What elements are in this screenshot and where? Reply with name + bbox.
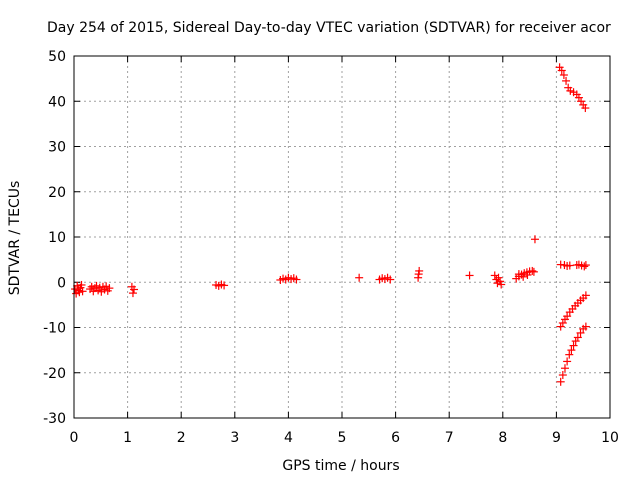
data-point <box>355 273 364 282</box>
data-point <box>465 271 474 280</box>
data-point <box>563 357 572 366</box>
x-tick-label: 3 <box>230 430 239 446</box>
y-tick-label: 30 <box>48 140 66 156</box>
x-tick-label: 2 <box>177 430 186 446</box>
data-point <box>557 66 566 75</box>
y-tick-label: 10 <box>48 230 66 246</box>
data-point <box>581 291 590 300</box>
data-point <box>292 275 301 284</box>
data-point <box>565 350 574 359</box>
data-point <box>530 235 539 244</box>
data-point <box>569 341 578 350</box>
data-point <box>571 337 580 346</box>
data-point <box>130 285 139 294</box>
grid-lines <box>74 56 610 418</box>
x-tick-label: 5 <box>338 430 347 446</box>
chart-title: Day 254 of 2015, Sidereal Day-to-day VTE… <box>47 20 611 36</box>
data-point <box>220 281 229 290</box>
data-point <box>563 312 572 321</box>
data-point <box>558 318 567 327</box>
data-point <box>565 261 574 270</box>
data-points <box>71 63 590 386</box>
data-point <box>576 328 585 337</box>
plot-frame <box>73 55 611 419</box>
data-point <box>386 275 395 284</box>
data-point <box>560 364 569 373</box>
data-point <box>105 284 114 293</box>
x-tick-label: 10 <box>601 430 619 446</box>
x-axis-title: GPS time / hours <box>282 458 399 474</box>
data-point <box>580 262 589 271</box>
y-tick-labels: -30 -20 -10 0 10 20 30 40 50 <box>43 49 66 427</box>
x-tick-label: 1 <box>123 430 132 446</box>
data-point <box>519 272 528 281</box>
y-tick-label: 50 <box>48 49 66 65</box>
data-point <box>581 322 590 331</box>
data-point <box>577 97 586 106</box>
data-point <box>559 71 568 80</box>
data-point <box>558 371 567 380</box>
data-point <box>556 377 565 386</box>
y-tick-label: -10 <box>43 321 66 337</box>
x-tick-label: 7 <box>445 430 454 446</box>
data-point <box>78 287 87 296</box>
x-tick-labels: 0 1 2 3 4 5 6 7 8 9 10 <box>70 430 619 446</box>
y-tick-label: 20 <box>48 185 66 201</box>
data-point <box>567 346 576 355</box>
y-tick-label: -20 <box>43 366 66 382</box>
data-point <box>529 267 538 276</box>
y-tick-label: -30 <box>43 411 66 427</box>
data-point <box>494 273 503 282</box>
data-point <box>528 266 537 275</box>
data-point <box>573 333 582 342</box>
x-tick-label: 4 <box>284 430 293 446</box>
y-axis-title: SDTVAR / TECUs <box>7 181 23 296</box>
data-point <box>581 261 590 270</box>
data-point <box>556 322 565 331</box>
data-point <box>128 289 137 298</box>
data-point <box>523 271 532 280</box>
data-point <box>415 266 424 275</box>
x-tick-label: 8 <box>498 430 507 446</box>
x-tick-label: 9 <box>552 430 561 446</box>
data-point <box>77 280 86 289</box>
x-tick-label: 6 <box>391 430 400 446</box>
y-tick-label: 0 <box>57 275 66 291</box>
data-point <box>562 76 571 85</box>
x-tick-label: 0 <box>70 430 79 446</box>
y-tick-label: 40 <box>48 94 66 110</box>
data-point <box>514 270 523 279</box>
data-point <box>581 104 590 113</box>
data-point <box>497 280 506 289</box>
